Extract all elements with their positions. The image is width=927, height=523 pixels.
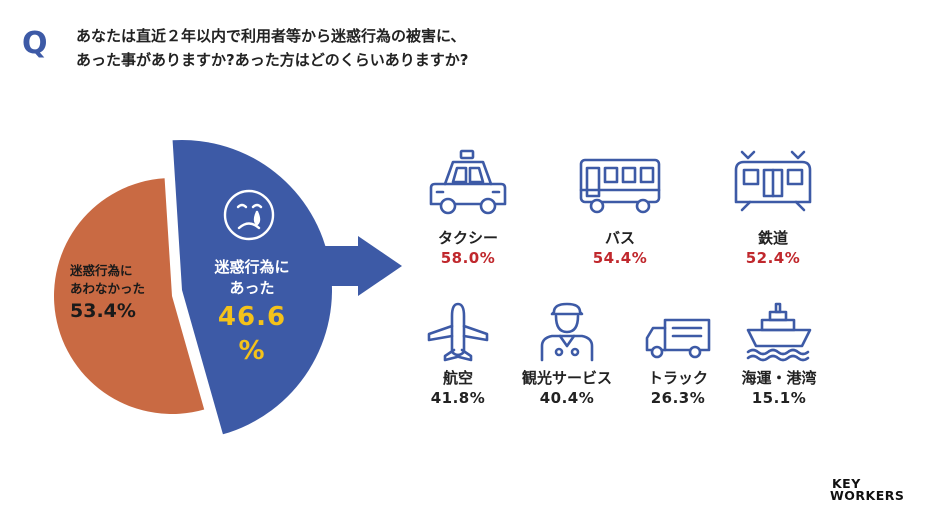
bus-icon: [579, 158, 661, 214]
question-mark: Q: [22, 26, 48, 61]
category-label: トラック: [647, 369, 708, 387]
category-label: 観光サービス: [521, 369, 612, 387]
pie-label-not-experienced: 迷惑行為に あわなかった 53.4%: [70, 262, 145, 324]
arrow-icon: [323, 236, 402, 296]
ship-icon: [746, 302, 812, 362]
category-label: 航空: [442, 369, 473, 387]
category-tourism: 観光サービス 40.4%: [512, 300, 622, 408]
question-line-2: あった事がありますか?あった方はどのくらいありますか?: [76, 51, 469, 69]
category-value: 26.3%: [650, 389, 706, 407]
key-workers-logo: KEY WORKERS: [830, 476, 905, 503]
category-label: バス: [604, 229, 635, 247]
pie-label-no-line2: あわなかった: [70, 281, 146, 296]
pie-label-yes-line1: 迷惑行為に: [214, 258, 290, 276]
category-bus: バス 54.4%: [570, 148, 670, 268]
category-value: 15.1%: [751, 389, 807, 407]
pie-slice-experienced: [172, 139, 333, 435]
pie-label-experienced: 迷惑行為に あった 46.6 %: [204, 257, 300, 367]
airplane-icon: [427, 302, 489, 362]
taxi-icon: [429, 149, 507, 215]
pie-value-unit: %: [238, 336, 266, 366]
category-value: 58.0%: [440, 249, 496, 267]
truck-icon: [645, 318, 711, 359]
category-shipping: 海運・港湾 15.1%: [733, 300, 825, 408]
train-icon: [734, 150, 812, 212]
pie-value-experienced: 46.6: [217, 302, 287, 332]
category-train: 鉄道 52.4%: [723, 148, 823, 268]
pie-label-yes-line2: あった: [229, 279, 275, 297]
category-truck: トラック 26.3%: [633, 300, 723, 408]
category-label: 海運・港湾: [741, 369, 817, 387]
category-value: 40.4%: [539, 389, 595, 407]
category-label: 鉄道: [757, 229, 788, 247]
category-airline: 航空 41.8%: [413, 300, 503, 408]
category-taxi: タクシー 58.0%: [418, 148, 518, 268]
pie-value-not-experienced: 53.4%: [70, 300, 136, 322]
question-line-1: あなたは直近２年以内で利用者等から迷惑行為の被害に、: [76, 27, 466, 45]
logo-line-2: WORKERS: [830, 488, 905, 503]
category-label: タクシー: [437, 229, 498, 247]
category-value: 52.4%: [745, 249, 801, 267]
pie-label-no-line1: 迷惑行為に: [70, 263, 133, 278]
category-value: 54.4%: [592, 249, 648, 267]
logo-line-1: KEY: [832, 476, 861, 491]
tour-guide-icon: [540, 302, 594, 362]
question-text: あなたは直近２年以内で利用者等から迷惑行為の被害に、 あった事がありますか?あっ…: [76, 24, 468, 72]
category-value: 41.8%: [430, 389, 486, 407]
pie-slice-not-experienced: [53, 178, 205, 415]
crying-face-icon: [223, 189, 275, 241]
